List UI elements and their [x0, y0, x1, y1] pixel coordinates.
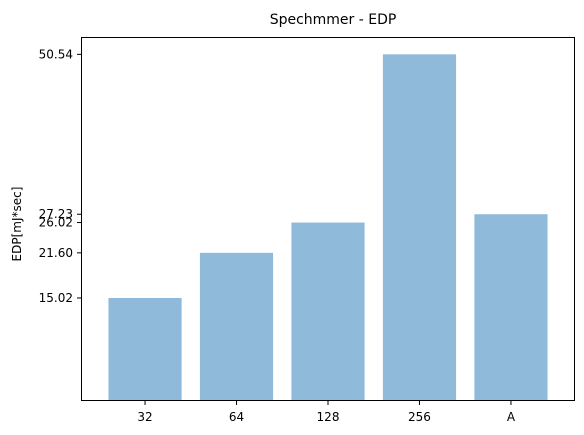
bar-256 — [382, 54, 457, 401]
x-tick-label: 128 — [317, 410, 340, 424]
bar-A — [474, 214, 548, 401]
y-tick-label: 27.23 — [39, 207, 73, 221]
bar-64 — [199, 252, 274, 401]
y-tick-label: 21.60 — [39, 246, 73, 260]
x-tick-label: 64 — [229, 410, 244, 424]
y-axis-label: EDP[mJ*sec] — [10, 187, 24, 262]
chart-title: Spechmmer - EDP — [270, 12, 397, 28]
y-tick-label: 15.02 — [39, 291, 73, 305]
y-tick-label: 26.02 — [39, 216, 73, 230]
bars-layer — [108, 54, 548, 401]
x-axis-ticks: 32 64 128 256 A — [137, 401, 516, 424]
y-tick-label: 50.54 — [39, 47, 73, 61]
x-tick-label: 256 — [408, 410, 431, 424]
bar-32 — [108, 297, 182, 401]
plot-frame — [81, 37, 575, 401]
x-tick-label: 32 — [137, 410, 152, 424]
bar-128 — [291, 222, 365, 401]
x-tick-label: A — [507, 410, 516, 424]
